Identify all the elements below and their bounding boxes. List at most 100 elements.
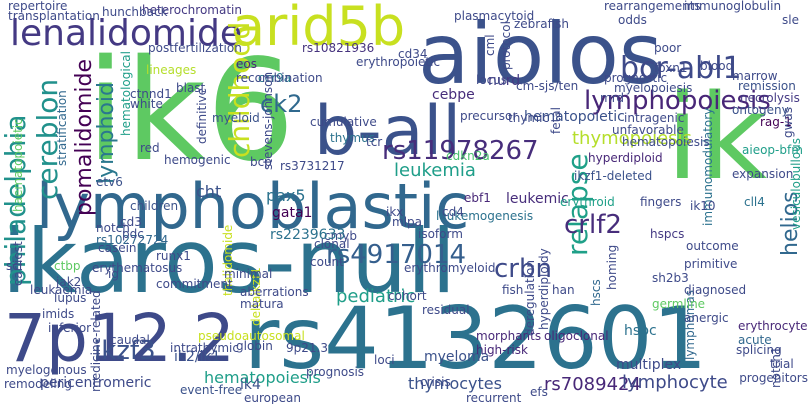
word: ig bbox=[108, 267, 119, 281]
word: leukemic bbox=[506, 191, 569, 207]
word: trial bbox=[770, 357, 794, 371]
word: prognosis bbox=[306, 365, 365, 379]
word: mrd bbox=[600, 91, 625, 105]
word: erythropoietic bbox=[356, 55, 441, 69]
word: residual bbox=[422, 303, 470, 317]
word: hematopoiesis bbox=[622, 135, 710, 149]
word: transplantation bbox=[8, 9, 100, 23]
word: myeloid bbox=[212, 111, 260, 125]
word: deregulation bbox=[523, 260, 537, 336]
word: outcome bbox=[686, 239, 739, 253]
word: sh2b3 bbox=[652, 271, 689, 285]
word: haematopoietic bbox=[11, 118, 25, 212]
word: cd34 bbox=[398, 47, 428, 61]
word: rs3731217 bbox=[280, 159, 345, 173]
word: eos bbox=[236, 57, 257, 71]
word: homing bbox=[605, 244, 619, 290]
word: notch1 bbox=[769, 346, 783, 389]
word: nurd bbox=[488, 73, 521, 89]
word: leukemogenesis bbox=[436, 209, 534, 223]
word: leukaemia bbox=[30, 283, 93, 297]
word: hematopoietic bbox=[524, 109, 625, 125]
word: anergic bbox=[684, 311, 729, 325]
word: crisis bbox=[420, 375, 451, 389]
word: rs10821936 bbox=[302, 41, 375, 55]
word: cmyb bbox=[324, 229, 358, 243]
word: 9p21.3 bbox=[286, 341, 328, 355]
word: lupus bbox=[54, 291, 87, 305]
word: oligoclonal bbox=[544, 329, 609, 343]
word: gata1 bbox=[272, 205, 313, 221]
word: inferior bbox=[48, 321, 92, 335]
word: globin bbox=[236, 339, 273, 353]
word: cd3 bbox=[120, 215, 142, 229]
word: rs11978267 bbox=[382, 136, 539, 166]
word: ik bbox=[666, 68, 768, 206]
word: arid5b bbox=[232, 0, 406, 58]
word: locus bbox=[476, 73, 508, 87]
word: hspc bbox=[624, 323, 657, 339]
word: count bbox=[310, 255, 344, 269]
word: hunchback bbox=[102, 5, 168, 19]
word: aiolos bbox=[418, 5, 663, 103]
word: clonal bbox=[314, 237, 350, 251]
word: ctbp bbox=[54, 259, 81, 273]
word: ik10 bbox=[690, 199, 716, 213]
word: thymocytes bbox=[408, 374, 502, 393]
word: rearrangements bbox=[604, 0, 701, 13]
word: lymphocyte bbox=[622, 372, 728, 393]
word: germline bbox=[652, 297, 706, 311]
word: immunoglobulin bbox=[684, 0, 782, 13]
word: cm-sjs/ten bbox=[516, 79, 579, 93]
word: thymopoiesis bbox=[572, 128, 692, 149]
word: myelopoiesis bbox=[614, 81, 693, 95]
word: matura bbox=[240, 297, 284, 311]
word: acute bbox=[738, 333, 772, 347]
word: efs bbox=[530, 385, 548, 399]
word: 7p12.2 bbox=[4, 300, 235, 377]
word: myelogenous bbox=[6, 363, 87, 377]
word: hyperdiploidy bbox=[537, 248, 551, 330]
word: earliest bbox=[11, 241, 25, 286]
word: cumulative bbox=[310, 115, 377, 129]
word: blast bbox=[176, 81, 206, 95]
word: event-free bbox=[180, 383, 243, 397]
word: lymphoblastic bbox=[36, 170, 470, 243]
word: cebpe bbox=[432, 87, 475, 103]
word: morphants bbox=[476, 329, 542, 343]
word: prognostic bbox=[604, 71, 668, 85]
word: fish bbox=[502, 283, 524, 297]
word: han bbox=[552, 283, 575, 297]
word: isoform bbox=[418, 227, 463, 241]
word: cdkn2a bbox=[446, 149, 490, 163]
word: aieop-bfm bbox=[742, 143, 803, 157]
word: high-risk bbox=[476, 343, 528, 357]
word: lymphoid bbox=[94, 81, 119, 184]
word: pericentromeric bbox=[40, 375, 152, 391]
word: necrolysis bbox=[740, 91, 800, 105]
word: ikzf1-deleted bbox=[574, 169, 653, 183]
word: medicine-related bbox=[89, 290, 103, 392]
word: hematopoiesis bbox=[204, 368, 321, 387]
word: loci bbox=[374, 353, 395, 367]
word: cht bbox=[196, 182, 222, 201]
word: runx1 bbox=[156, 249, 191, 263]
word: ck2 bbox=[260, 90, 303, 118]
word: pomalidomide bbox=[72, 58, 97, 216]
word: cohort bbox=[388, 289, 427, 303]
word: foxn1 bbox=[654, 61, 688, 75]
word: ikaros-null bbox=[2, 210, 456, 313]
word: erythematosus bbox=[92, 261, 183, 275]
word: european bbox=[244, 391, 301, 404]
word: recurrent bbox=[466, 391, 522, 404]
word: postfertilization bbox=[148, 41, 242, 55]
word: myeloma bbox=[424, 349, 490, 365]
word: rag-1 bbox=[760, 115, 792, 129]
word: etv6 bbox=[96, 175, 123, 189]
word: ccr9a bbox=[258, 71, 292, 85]
word: cll4 bbox=[744, 195, 765, 209]
word: bcp bbox=[250, 155, 272, 169]
word: imids bbox=[42, 307, 75, 321]
word: odds bbox=[618, 13, 647, 27]
